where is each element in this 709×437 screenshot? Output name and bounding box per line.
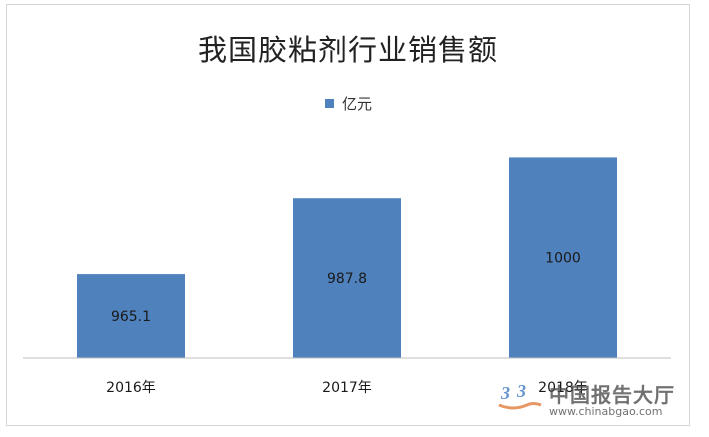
data-label-2: 987.8 xyxy=(327,271,367,287)
bar-3 xyxy=(509,157,617,358)
watermark-text: 中国报告大厅 xyxy=(549,383,675,407)
plot-area: 965.1 987.8 1000 2016年 2017年 2018年 xyxy=(23,157,671,396)
data-label-3: 1000 xyxy=(545,251,581,267)
bar-2 xyxy=(293,198,401,358)
watermark-logo: 3 3 中国报告大厅 www.chinabgao.com xyxy=(497,375,697,425)
x-tick-label-3: 2018年 xyxy=(538,380,588,396)
data-label-1: 965.1 xyxy=(111,309,151,325)
chart-frame: 我国胶粘剂行业销售额 亿元 965.1 987.8 1000 2016年 2017年 2… xyxy=(6,4,690,426)
watermark-url: www.chinabgao.com xyxy=(549,405,663,418)
svg-text:3: 3 xyxy=(516,381,526,401)
watermark-logo-mark: 3 3 xyxy=(498,381,542,410)
legend-label: 亿元 xyxy=(342,95,373,113)
legend: 亿元 xyxy=(325,93,372,114)
bar-1 xyxy=(77,274,185,358)
svg-text:3: 3 xyxy=(500,383,510,403)
bars-layer: 965.1 987.8 1000 xyxy=(77,157,617,358)
x-tick-labels: 2016年 2017年 2018年 xyxy=(106,380,588,396)
legend-swatch xyxy=(325,99,334,108)
x-tick-label-2: 2017年 xyxy=(322,380,372,396)
x-tick-label-1: 2016年 xyxy=(106,380,156,396)
chart-title: 我国胶粘剂行业销售额 xyxy=(197,33,498,67)
